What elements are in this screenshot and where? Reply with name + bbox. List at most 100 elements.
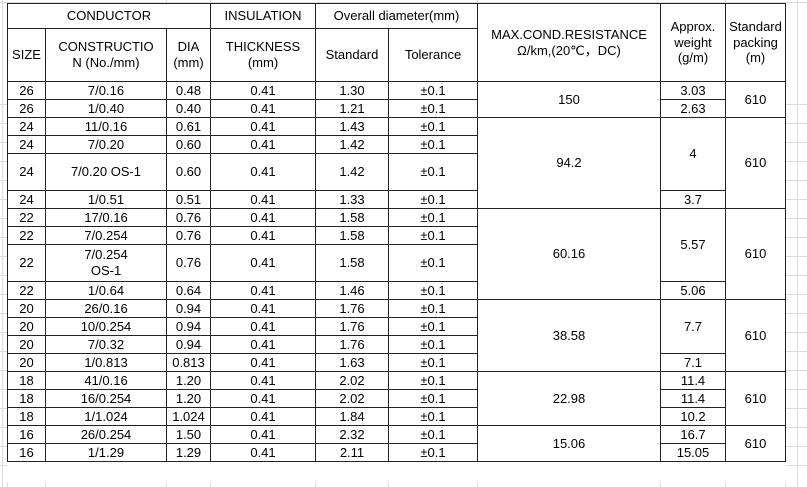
thickness-cell: 0.41 <box>210 190 316 209</box>
thickness-cell: 0.41 <box>210 81 316 100</box>
construction-cell: 1/0.40 <box>45 99 167 118</box>
gridline-stub <box>725 482 726 487</box>
thickness-cell: 0.41 <box>210 117 316 136</box>
table-row: 18 1/1.024 1.024 0.41 1.84 ±0.1 10.2 <box>7 407 786 426</box>
gridline-stub <box>477 482 478 487</box>
gridline-stub <box>660 482 661 487</box>
size-cell: 24 <box>7 135 46 154</box>
thickness-cell: 0.41 <box>210 299 316 318</box>
gridline-stub <box>210 482 211 487</box>
weight-cell: 5.06 <box>660 281 726 300</box>
tolerance-cell: ±0.1 <box>388 407 478 426</box>
thickness-cell: 0.41 <box>210 226 316 245</box>
standard-cell: 1.58 <box>315 244 389 282</box>
dia-cell: 0.76 <box>166 208 211 227</box>
size-cell: 20 <box>7 299 46 318</box>
dia-cell: 0.813 <box>166 353 211 372</box>
standard-cell: 1.58 <box>315 208 389 227</box>
construction-cell: 1/0.64 <box>45 281 167 300</box>
weight-cell: 15.05 <box>660 443 726 462</box>
dia-cell: 0.76 <box>166 226 211 245</box>
size-cell: 24 <box>7 190 46 209</box>
tolerance-cell: ±0.1 <box>388 99 478 118</box>
resistance-cell: 38.58 <box>477 299 661 372</box>
construction-cell: 26/0.254 <box>45 425 167 444</box>
size-cell: 20 <box>7 317 46 336</box>
dia-cell: 0.60 <box>166 153 211 191</box>
standard-cell: 1.58 <box>315 226 389 245</box>
tolerance-cell: ±0.1 <box>388 281 478 300</box>
weight-cell: 4 <box>660 117 726 191</box>
size-cell: 16 <box>7 443 46 462</box>
thickness-cell: 0.41 <box>210 153 316 191</box>
dia-cell: 1.024 <box>166 407 211 426</box>
construction-cell: 17/0.16 <box>45 208 167 227</box>
gridline-row-marks-right <box>786 86 807 482</box>
construction-cell: 1/1.024 <box>45 407 167 426</box>
size-cell: 24 <box>7 117 46 136</box>
gridline-stub <box>785 482 786 487</box>
tolerance-cell: ±0.1 <box>388 244 478 282</box>
standard-cell: 2.02 <box>315 389 389 408</box>
construction-cell: 7/0.20 OS-1 <box>45 153 167 191</box>
standard-cell: 1.76 <box>315 335 389 354</box>
header-standard: Standard <box>315 28 389 82</box>
weight-cell: 3.7 <box>660 190 726 209</box>
table-row: 20 7/0.32 0.94 0.41 1.76 ±0.1 <box>7 335 786 354</box>
resistance-cell: 94.2 <box>477 117 661 209</box>
construction-cell: 41/0.16 <box>45 371 167 390</box>
tolerance-cell: ±0.1 <box>388 443 478 462</box>
table-row: 16 26/0.254 1.50 0.41 2.32 ±0.1 15.06 16… <box>7 425 786 462</box>
tolerance-cell: ±0.1 <box>388 226 478 245</box>
tolerance-cell: ±0.1 <box>388 153 478 191</box>
packing-cell: 610 <box>725 117 786 209</box>
construction-cell: 26/0.16 <box>45 299 167 318</box>
tolerance-cell: ±0.1 <box>388 190 478 209</box>
standard-cell: 1.30 <box>315 81 389 100</box>
weight-cell: 16.7 <box>660 425 726 444</box>
construction-cell: 1/0.813 <box>45 353 167 372</box>
dia-cell: 0.76 <box>166 244 211 282</box>
tolerance-cell: ±0.1 <box>388 335 478 354</box>
construction-cell: 16/0.254 <box>45 389 167 408</box>
table-row: 26 7/0.16 0.48 0.41 1.30 ±0.1 150 3.03 6… <box>7 81 786 118</box>
tolerance-cell: ±0.1 <box>388 81 478 100</box>
header-standard-packing: Standard packing (m) <box>725 3 786 82</box>
thickness-cell: 0.41 <box>210 281 316 300</box>
table-row: 24 11/0.16 0.61 0.41 1.43 ±0.1 94.2 4 61… <box>7 117 786 209</box>
gridline-stub <box>477 0 478 4</box>
table-row: 22 17/0.16 0.76 0.41 1.58 ±0.1 60.16 5.5… <box>7 208 786 300</box>
standard-cell: 1.63 <box>315 353 389 372</box>
weight-cell: 7.1 <box>660 353 726 372</box>
size-cell: 22 <box>7 226 46 245</box>
gridline-horizontal-top <box>0 2 807 3</box>
size-cell: 16 <box>7 425 46 444</box>
dia-cell: 0.94 <box>166 317 211 336</box>
gridline-stub <box>315 482 316 487</box>
header-approx-weight: Approx. weight (g/m) <box>660 3 726 82</box>
size-cell: 22 <box>7 281 46 300</box>
size-cell: 18 <box>7 389 46 408</box>
packing-cell: 610 <box>725 425 786 462</box>
resistance-cell: 15.06 <box>477 425 661 462</box>
header-dia: DIA (mm) <box>166 28 211 82</box>
standard-cell: 1.21 <box>315 99 389 118</box>
weight-cell: 10.2 <box>660 407 726 426</box>
thickness-cell: 0.41 <box>210 443 316 462</box>
size-cell: 18 <box>7 371 46 390</box>
weight-cell: 5.57 <box>660 208 726 282</box>
thickness-cell: 0.41 <box>210 389 316 408</box>
dia-cell: 1.20 <box>166 389 211 408</box>
thickness-cell: 0.41 <box>210 425 316 444</box>
packing-cell: 610 <box>725 208 786 300</box>
tolerance-cell: ±0.1 <box>388 425 478 444</box>
standard-cell: 2.02 <box>315 371 389 390</box>
thickness-cell: 0.41 <box>210 317 316 336</box>
standard-cell: 1.42 <box>315 135 389 154</box>
standard-cell: 1.42 <box>315 153 389 191</box>
dia-cell: 0.94 <box>166 335 211 354</box>
header-size: SIZE <box>7 28 46 82</box>
dia-cell: 0.61 <box>166 117 211 136</box>
table-row: 20 26/0.16 0.94 0.41 1.76 ±0.1 38.58 7.7… <box>7 299 786 372</box>
standard-cell: 1.84 <box>315 407 389 426</box>
